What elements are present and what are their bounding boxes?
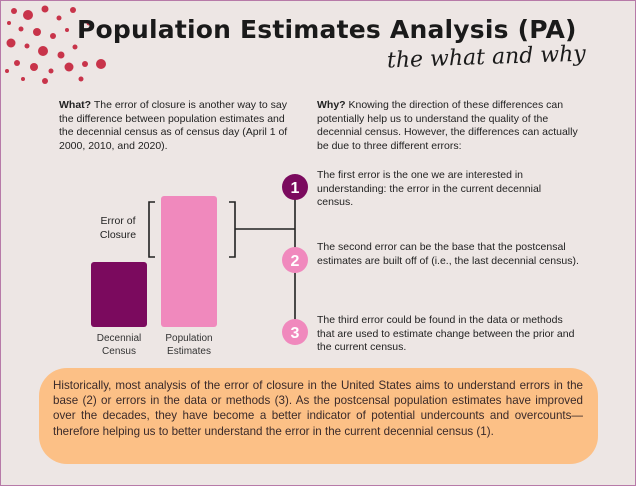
error-bracket-left (148, 201, 155, 258)
decennial-census-bar (91, 262, 147, 327)
bar-label-line2: Census (102, 346, 136, 357)
what-section: What? The error of closure is another wa… (59, 99, 291, 153)
error-1-circle (282, 174, 308, 200)
bar-label-line1: Decennial (96, 333, 142, 344)
error-1-text: The first error is the one we are intere… (317, 169, 542, 208)
summary-callout (39, 368, 598, 464)
decorative-dots (5, 5, 106, 84)
error-of-closure-label: Error of Closure (91, 214, 145, 242)
error-3-text: The third error could be found in the da… (317, 314, 575, 353)
error-bracket-right (229, 201, 236, 258)
error-3-number: 3 (291, 325, 300, 342)
page-title: Population Estimates Analysis (PA) (77, 15, 577, 44)
population-estimates-label: Population Estimates (151, 332, 227, 358)
decennial-census-label: Decennial Census (83, 332, 155, 358)
error-label-line2: Closure (99, 229, 137, 241)
error-2-text: The second error can be the base that th… (317, 241, 579, 267)
error-3-circle (282, 319, 308, 345)
error-1-number: 1 (291, 180, 300, 197)
what-text: The error of closure is another way to s… (59, 99, 288, 152)
error-2-number: 2 (291, 253, 300, 270)
why-heading: Why? (317, 99, 346, 111)
bar-label-line2: Estimates (167, 346, 211, 357)
why-section: Why? Knowing the direction of these diff… (317, 99, 585, 153)
what-heading: What? (59, 99, 92, 111)
error-label-line1: Error of (100, 215, 136, 227)
bar-label-line1: Population (165, 333, 213, 344)
population-estimates-bar (161, 196, 217, 327)
summary-callout-text: Historically, most analysis of the error… (53, 379, 583, 438)
why-text: Knowing the direction of these differenc… (317, 99, 578, 152)
error-2-circle (282, 247, 308, 273)
